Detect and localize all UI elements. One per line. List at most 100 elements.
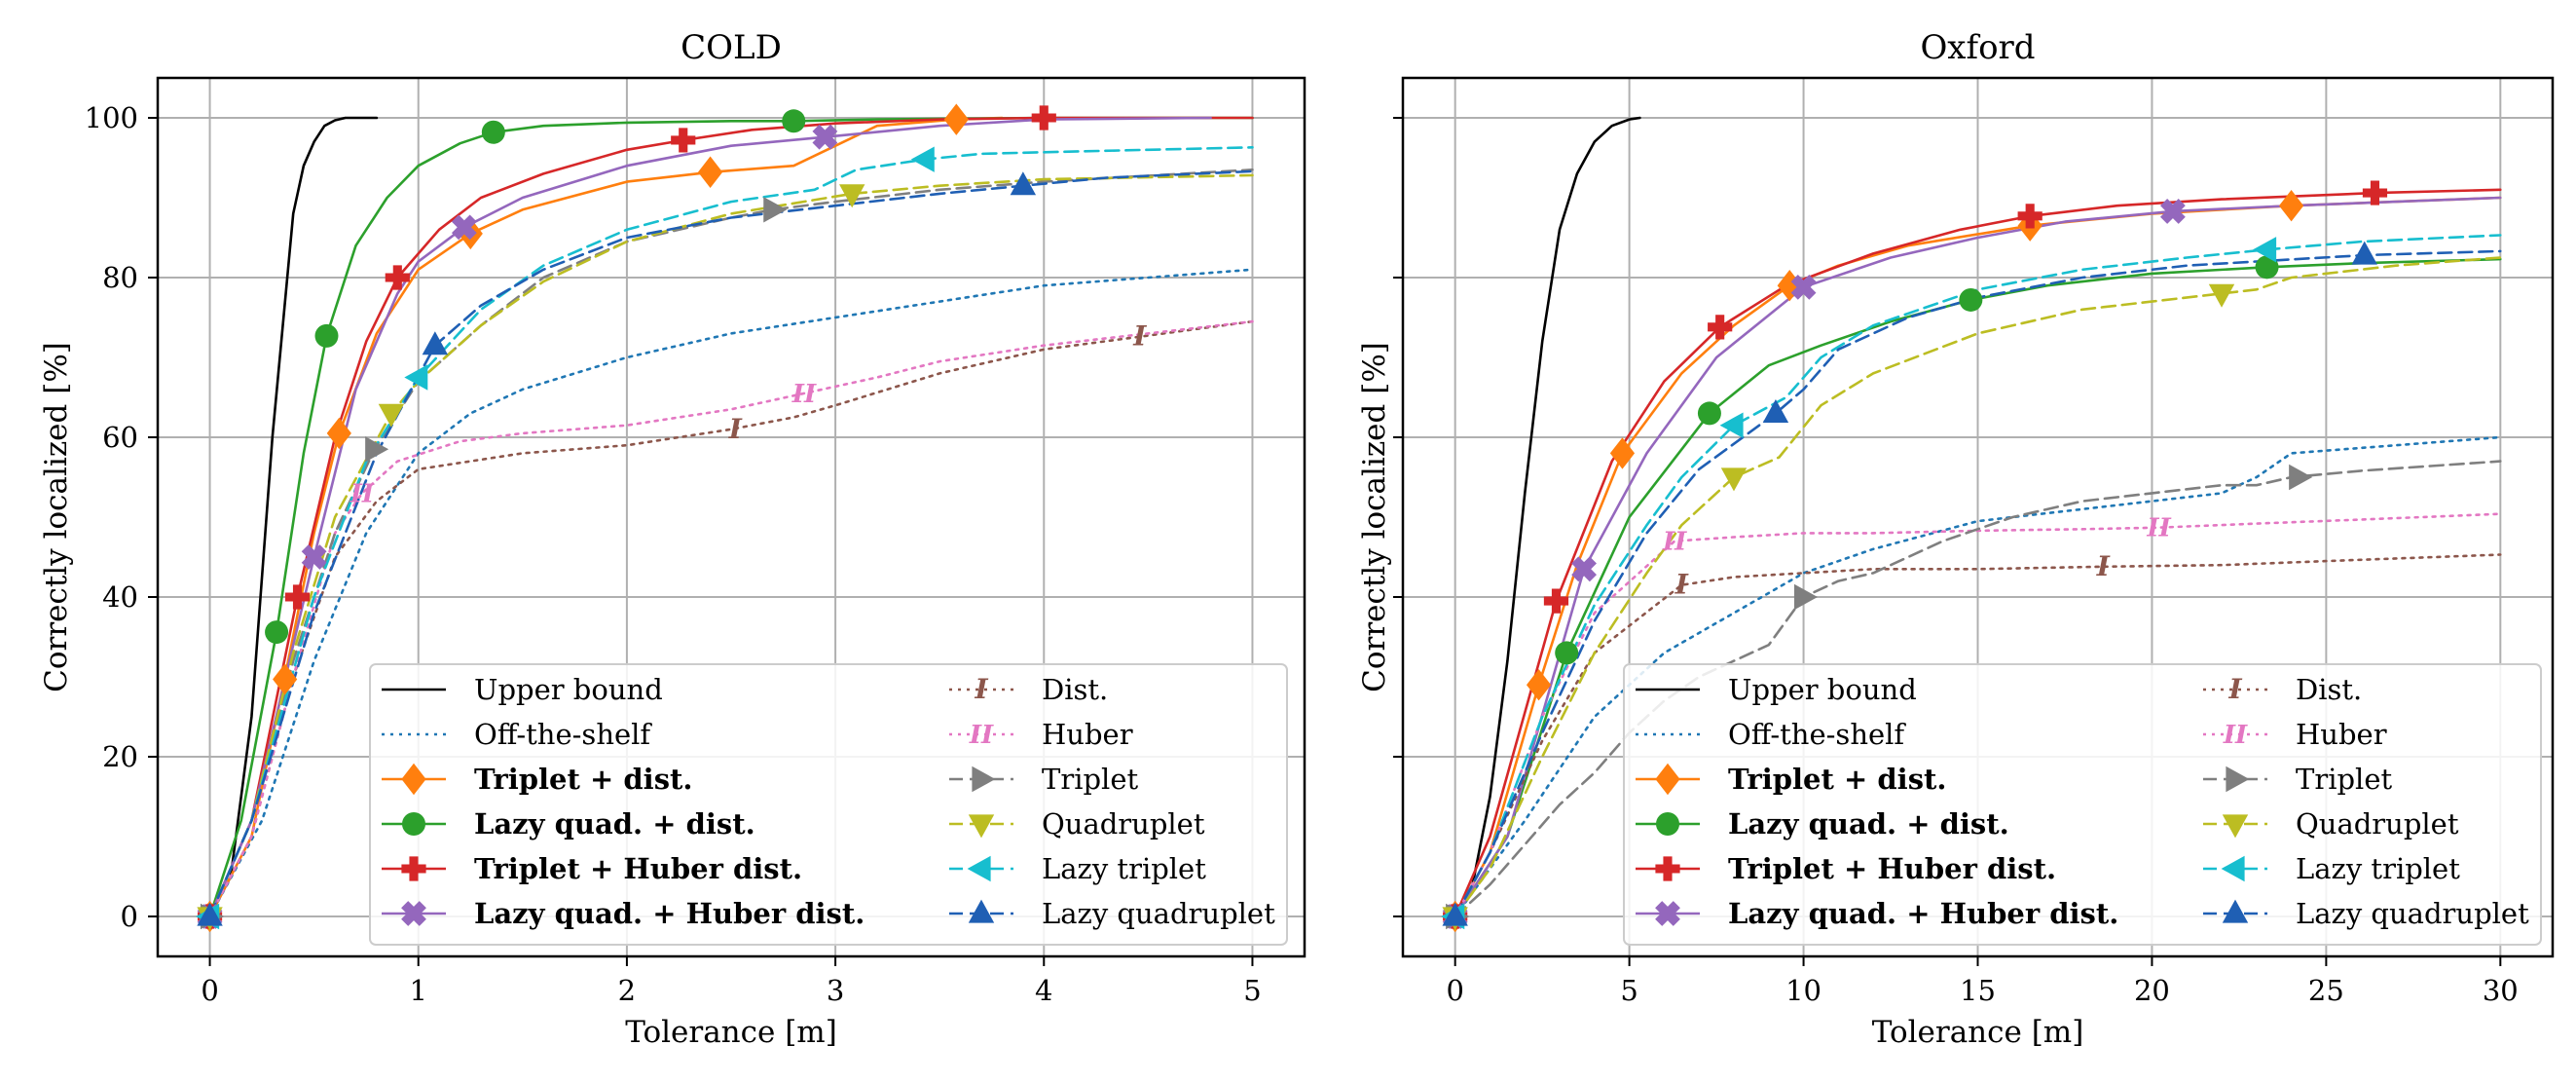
legend-entry: Triplet	[2203, 763, 2392, 796]
marker-huber: II	[791, 380, 817, 409]
series-line-off-the-shelf	[208, 268, 1254, 918]
legend-marker	[1655, 763, 1680, 796]
marker-lazy-triplet	[404, 364, 428, 391]
legend-entry: Lazy quad. + dist.	[1636, 807, 2009, 840]
x-tick-label: 3	[827, 974, 844, 1007]
chart-title: COLD	[681, 28, 782, 67]
marker-triplet-huber-dist-	[2017, 204, 2042, 229]
legend-label: Dist.	[2296, 673, 2362, 706]
x-tick-label: 20	[2134, 974, 2170, 1007]
marker-triplet-dist-	[1609, 437, 1636, 469]
marker-lazy-quad-huber-dist-	[2160, 199, 2186, 224]
marker-huber: II	[2146, 514, 2171, 543]
legend-entry: Off-the-shelf	[382, 718, 652, 751]
legend-label: Lazy quad. + dist.	[1728, 807, 2009, 840]
legend-entry: Triplet + Huber dist.	[1636, 852, 2056, 885]
marker-triplet-huber-dist-	[1031, 105, 1056, 131]
marker-lazy-quad-dist-	[1697, 401, 1721, 426]
y-axis-label: Correctly localized [%]	[39, 342, 74, 692]
x-tick-label: 0	[201, 974, 218, 1007]
legend-entry: Upper bound	[1636, 673, 1917, 706]
y-tick-label: 20	[102, 740, 138, 773]
x-axis-label: Tolerance [m]	[625, 1015, 837, 1050]
marker-lazy-quad-huber-dist--shape	[812, 124, 838, 150]
series-line-lazy-quad-huber-dist-	[208, 116, 1212, 918]
marker-lazy-triplet	[1719, 412, 1744, 438]
marker-triplet	[365, 436, 389, 463]
marker-dist-: I	[1674, 569, 1689, 601]
marker-lazy-quadruplet	[2351, 241, 2377, 265]
series-line-upper-bound	[1454, 116, 1641, 918]
x-tick-label: 5	[1243, 974, 1261, 1007]
series-line-lazy-quad-dist-	[208, 116, 1254, 918]
legend-entry: Quadruplet	[2203, 807, 2459, 840]
marker-triplet-huber-dist-	[671, 128, 696, 153]
marker-triplet-huber-dist-	[284, 584, 311, 610]
legend-marker	[401, 763, 426, 796]
marker-dist-: I	[728, 413, 743, 445]
series-line-triplet	[1454, 460, 2502, 918]
x-axis-label: Tolerance [m]	[1872, 1015, 2084, 1050]
marker-triplet-huber-dist-	[1708, 315, 1733, 340]
legend-label: Triplet + Huber dist.	[1728, 852, 2056, 885]
marker-triplet-huber-dist-	[385, 265, 410, 290]
legend-label: Dist.	[1042, 673, 1108, 706]
legend-entry: Triplet + dist.	[1636, 763, 1947, 796]
legend-marker	[401, 901, 426, 926]
legend-label: Quadruplet	[2296, 807, 2459, 840]
legend-label: Lazy quad. + Huber dist.	[1728, 897, 2118, 930]
series-line-lazy-quadruplet	[1454, 249, 2502, 918]
y-axis-label: Correctly localized [%]	[1357, 342, 1392, 692]
legend-entry: II Huber	[2203, 718, 2387, 751]
series-line-huber	[208, 319, 1254, 918]
marker-triplet	[1793, 583, 1818, 611]
marker-lazy-quad-dist-	[2255, 255, 2279, 280]
legend-entry: Lazy quadruplet	[2203, 897, 2529, 930]
ticks: 0 1 2 3 4 5 0 20 40 60 80 100	[85, 101, 1262, 1007]
x-tick-label: 0	[1446, 974, 1463, 1007]
legend-entry: Lazy quad. + Huber dist.	[1636, 897, 2118, 930]
marker-triplet-huber-dist-	[1543, 588, 1569, 614]
marker-dist-: I	[2096, 550, 2111, 582]
legend-marker	[1656, 812, 1679, 836]
legend-entry: Triplet + dist.	[382, 763, 693, 796]
legend-label: Triplet + dist.	[1728, 763, 1947, 796]
legend-marker	[967, 855, 991, 882]
legend-marker-shape	[1655, 901, 1680, 926]
marker-lazy-quad-huber-dist--shape	[451, 214, 477, 241]
legend-marker	[2226, 766, 2250, 793]
legend-marker: II	[969, 721, 994, 750]
legend-entry: Lazy quad. + Huber dist.	[382, 897, 865, 930]
marker-lazy-quadruplet	[1442, 902, 1468, 926]
marker-lazy-quad-huber-dist-	[301, 544, 327, 570]
marker-quadruplet	[839, 184, 865, 208]
legend-marker: I	[974, 673, 988, 705]
series-line-triplet-huber-dist-	[208, 116, 1254, 918]
legend-label: Huber	[1042, 718, 1133, 751]
legend-label: Lazy quadruplet	[1042, 897, 1275, 930]
marker-triplet-huber-dist-	[2362, 180, 2388, 205]
y-tick-label: 40	[102, 580, 138, 614]
marker-triplet	[763, 197, 788, 223]
legend-marker: I	[2227, 673, 2242, 705]
marker-quadruplet	[378, 403, 405, 428]
marker-lazy-quad-huber-dist--shape	[1571, 556, 1597, 582]
y-tick-label: 80	[102, 261, 138, 294]
legend-marker	[402, 812, 425, 836]
marker-quadruplet	[1720, 467, 1748, 492]
legend-marker	[1655, 901, 1680, 926]
x-tick-label: 25	[2308, 974, 2344, 1007]
x-tick-label: 2	[618, 974, 636, 1007]
marker-lazy-quadruplet	[197, 902, 223, 926]
series-line-dist-	[1454, 553, 2502, 918]
legend-box	[369, 663, 1288, 946]
x-tick-label: 4	[1035, 974, 1052, 1007]
marker-lazy-quad-dist-	[314, 323, 339, 348]
legend-label: Lazy quad. + dist.	[474, 807, 755, 840]
legend-marker	[2221, 855, 2245, 882]
marker-lazy-quadruplet	[1010, 171, 1037, 196]
axes-frame	[156, 76, 1306, 958]
legend-entry: Lazy quadruplet	[949, 897, 1275, 930]
series-line-lazy-quad-dist-	[1454, 257, 2502, 918]
legend-marker	[972, 766, 996, 793]
